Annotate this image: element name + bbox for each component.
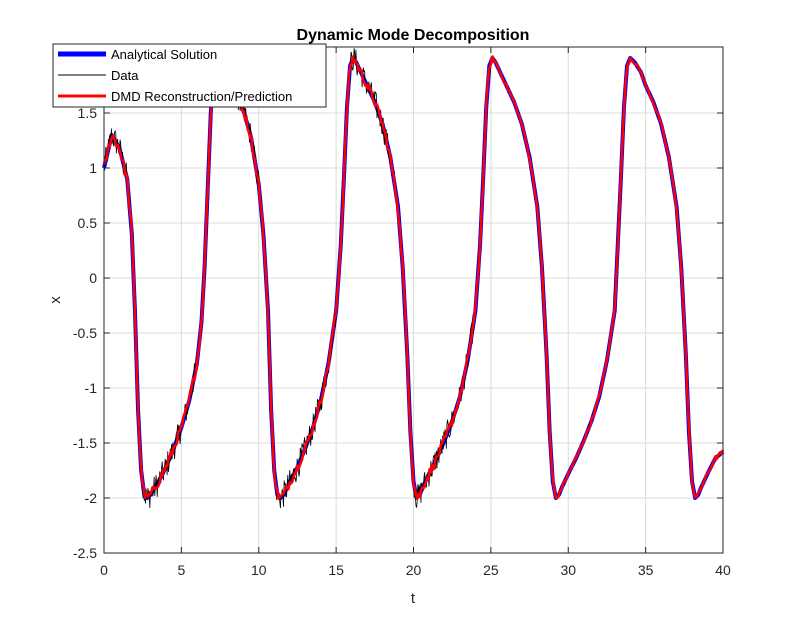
x-tick-label: 10 xyxy=(251,562,267,578)
y-tick-label: -2.5 xyxy=(73,545,97,561)
x-axis-ticks: 0 5 10 15 20 25 30 35 40 xyxy=(100,47,731,578)
series-dmd-line xyxy=(102,55,725,501)
x-tick-label: 30 xyxy=(560,562,576,578)
y-tick-label: 0.5 xyxy=(78,215,98,231)
y-tick-label: -2 xyxy=(85,490,98,506)
x-tick-label: 40 xyxy=(715,562,731,578)
y-tick-label: -1.5 xyxy=(73,435,97,451)
legend-label-analytical: Analytical Solution xyxy=(111,47,217,62)
legend: Analytical Solution Data DMD Reconstruct… xyxy=(52,43,327,108)
y-tick-label: 1.5 xyxy=(78,105,98,121)
legend-label-data: Data xyxy=(111,68,139,83)
y-tick-label: -0.5 xyxy=(73,325,97,341)
x-tick-label: 15 xyxy=(328,562,344,578)
y-axis-ticks: -2.5 -2 -1.5 -1 -0.5 0 0.5 1 1.5 xyxy=(73,105,723,561)
y-tick-label: -1 xyxy=(85,380,98,396)
x-tick-label: 35 xyxy=(638,562,654,578)
x-tick-label: 25 xyxy=(483,562,499,578)
x-tick-label: 5 xyxy=(177,562,185,578)
y-tick-label: 1 xyxy=(89,160,97,176)
series-layer xyxy=(102,48,725,509)
y-tick-label: 0 xyxy=(89,270,97,286)
x-axis-label: t xyxy=(411,590,416,607)
y-axis-label: x xyxy=(47,296,64,304)
x-tick-label: 20 xyxy=(406,562,422,578)
legend-label-dmd: DMD Reconstruction/Prediction xyxy=(111,89,292,104)
x-tick-label: 0 xyxy=(100,562,108,578)
chart-title: Dynamic Mode Decomposition xyxy=(297,27,530,44)
